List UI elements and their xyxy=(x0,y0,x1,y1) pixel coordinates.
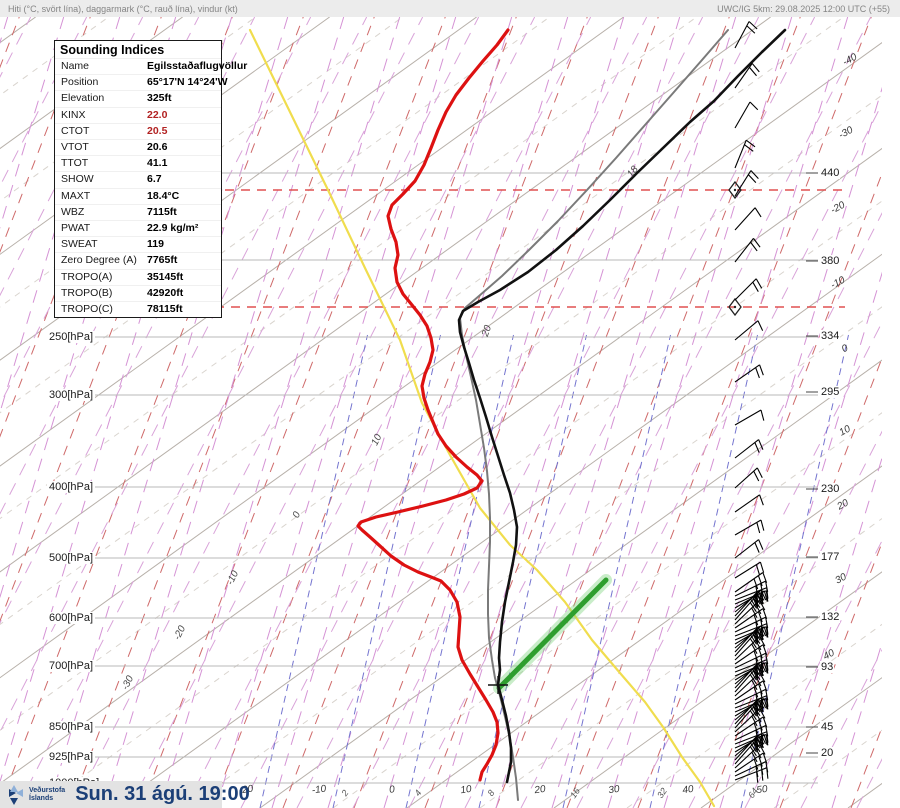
logo-text-line2: Íslands xyxy=(29,794,54,802)
index-label: Zero Degree (A) xyxy=(61,254,137,267)
index-label: SWEAT xyxy=(61,238,98,251)
index-label: WBZ xyxy=(61,205,85,218)
valid-time-label: Sun. 31 ágú. 19:00 xyxy=(75,783,250,805)
indices-row: SHOW 6.7 xyxy=(55,171,221,187)
index-value: 20.6 xyxy=(147,141,168,154)
index-value: 35145ft xyxy=(147,270,184,283)
indices-row: WBZ 7115ft xyxy=(55,203,221,220)
indices-row: Elevation 325ft xyxy=(55,90,221,106)
index-label: CTOT xyxy=(61,124,90,137)
index-label: TROPO(C) xyxy=(61,303,113,316)
index-label: Name xyxy=(61,60,90,72)
index-value: 119 xyxy=(147,238,164,251)
logo-text-line1: Veðurstofa xyxy=(29,786,66,794)
yellow-line-curve xyxy=(248,28,716,808)
legend-text: Hiti (°C, svört lína), daggarmark (°C, r… xyxy=(8,3,238,14)
index-label: TROPO(B) xyxy=(61,286,113,299)
top-title-bar: Hiti (°C, svört lína), daggarmark (°C, r… xyxy=(0,0,900,17)
index-value: Egilsstaðaflugvöllur xyxy=(147,60,248,72)
index-label: Position xyxy=(61,76,99,89)
index-value: 65°17'N 14°24'W xyxy=(147,76,228,89)
index-value: 7765ft xyxy=(147,254,178,267)
index-value: 18.4°C xyxy=(147,189,180,202)
index-value: 78115ft xyxy=(147,303,183,316)
valid-time-bar: Veðurstofa Íslands Sun. 31 ágú. 19:00 xyxy=(0,781,250,808)
index-label: PWAT xyxy=(61,222,91,235)
index-label: SHOW xyxy=(61,173,94,186)
indices-panel-title: Sounding Indices xyxy=(60,43,165,57)
index-value: 22.9 kg/m² xyxy=(147,222,199,235)
indices-row: TROPO(A) 35145ft xyxy=(55,268,221,285)
indices-row: VTOT 20.6 xyxy=(55,139,221,155)
indices-row: TROPO(B) 42920ft xyxy=(55,284,221,301)
dewpoint-red-curve xyxy=(356,28,510,782)
indices-row: CTOT 20.5 xyxy=(55,122,221,139)
indices-row: PWAT 22.9 kg/m² xyxy=(55,220,221,236)
grid-mixing-ratio xyxy=(259,334,849,808)
index-value: 22.0 xyxy=(147,108,168,121)
grid-adiabat-magenta-flat xyxy=(0,17,882,808)
sounding-indices-panel: Sounding Indices Name Egilsstaðaflugvöllu… xyxy=(54,40,247,319)
indices-row: SWEAT 119 xyxy=(55,236,221,252)
indices-row: KINX 22.0 xyxy=(55,106,221,123)
index-label: MAXT xyxy=(61,189,91,202)
lcl-cross-marker xyxy=(488,676,508,694)
green-segment-curve xyxy=(496,577,609,691)
index-value: 325ft xyxy=(147,92,172,105)
indices-row: TROPO(C) 78115ft xyxy=(55,301,221,317)
vedurstofa-logo: Veðurstofa Íslands xyxy=(6,784,65,806)
index-value: 41.1 xyxy=(147,157,168,170)
index-label: TTOT xyxy=(61,157,89,170)
indices-row: MAXT 18.4°C xyxy=(55,187,221,204)
indices-row: Position 65°17'N 14°24'W xyxy=(55,74,228,90)
indices-row: Name Egilsstaðaflugvöllur xyxy=(55,58,247,74)
index-label: KINX xyxy=(61,108,86,121)
index-label: TROPO(A) xyxy=(61,270,113,283)
indices-row: Zero Degree (A) 7765ft xyxy=(55,252,221,268)
index-value: 20.5 xyxy=(147,124,168,137)
tropopause-diamond-marker xyxy=(728,180,742,200)
indices-row: TTOT 41.1 xyxy=(55,155,221,171)
vedurstofa-logo-icon xyxy=(9,784,23,805)
index-value: 42920ft xyxy=(147,286,184,299)
indices-table: Name Egilsstaðaflugvöllur Position 65°17'N … xyxy=(55,58,247,317)
wind-barb-column xyxy=(734,21,769,783)
index-label: Elevation xyxy=(61,92,105,105)
model-run-text: UWC/IG 5km: 29.08.2025 12:00 UTC (+55) xyxy=(717,3,890,14)
tropopause-diamond-marker xyxy=(728,297,742,317)
index-label: VTOT xyxy=(61,141,89,154)
index-value: 7115ft xyxy=(147,205,177,218)
index-value: 6.7 xyxy=(147,173,162,186)
temperature-black-curve xyxy=(457,28,787,784)
